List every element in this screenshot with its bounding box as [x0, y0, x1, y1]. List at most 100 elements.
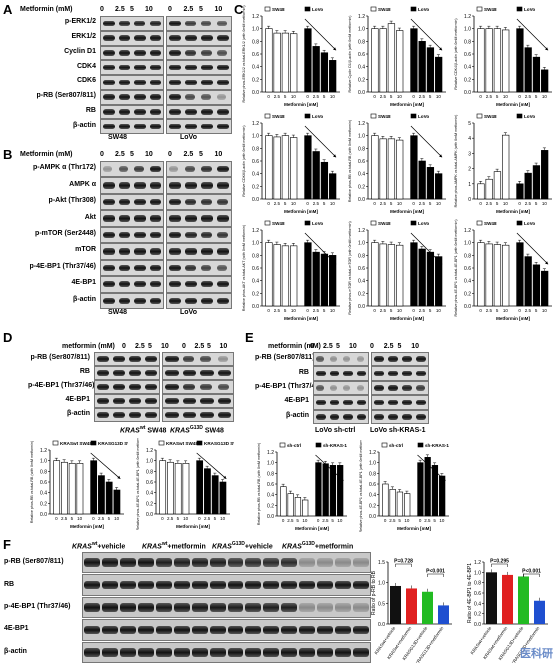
y-tick-label: 0.0 — [252, 304, 259, 310]
blot-band — [155, 603, 172, 612]
y-axis-title: Relative phos-mTOR vs total-mTOR (with 0… — [348, 221, 352, 314]
bar-chart: 0.0 0.2 0.4 0.6 0.8 1.0 1.2 Relative phos-4E-BP… — [454, 219, 552, 321]
bar — [304, 135, 312, 200]
legend-swatch — [410, 220, 417, 226]
blot-band — [155, 625, 172, 635]
blot-band — [201, 281, 213, 288]
blot-band — [134, 264, 146, 272]
legend-label: SW48 — [484, 7, 497, 12]
blot-band — [209, 648, 226, 657]
y-tick-label: 0.0 — [358, 90, 365, 96]
legend-swatch — [370, 6, 377, 12]
treatment-group-label: KRASwt+vehicle — [72, 541, 126, 551]
x-tick-label: 0 — [55, 516, 58, 521]
bar — [426, 167, 435, 200]
legend-swatch — [304, 6, 311, 12]
blot-band — [169, 297, 181, 304]
blot-band — [137, 558, 154, 567]
blot-band — [201, 20, 212, 27]
blot-strip — [313, 352, 369, 367]
blot-band — [134, 79, 146, 86]
blot-band — [149, 231, 161, 239]
blot-band — [169, 231, 181, 239]
arrow-head — [442, 477, 446, 481]
legend-label: LoVo — [418, 114, 429, 119]
legend-swatch — [52, 440, 59, 446]
bar-chart: 0.0 0.2 0.4 0.6 0.8 1.0 1.2 Relative CDK4/β-act… — [454, 6, 552, 107]
blot-strip — [166, 292, 232, 309]
y-tick-label: 1.0 — [252, 134, 259, 140]
x-tick-label: 0 — [306, 94, 309, 99]
dose-label: 5 — [199, 6, 203, 13]
bar — [304, 242, 312, 307]
y-tick-label: 0.4 — [40, 491, 47, 497]
blot-row-label: p-RB (Ser807/811) — [36, 92, 96, 100]
blot-band — [245, 648, 262, 657]
y-tick-label: 0.6 — [252, 52, 259, 58]
blot-band — [145, 384, 157, 390]
blot-band — [169, 215, 181, 222]
bar — [422, 591, 433, 624]
bar — [290, 33, 298, 93]
y-tick-label: 1.2 — [358, 121, 365, 127]
y-tick-label: 1.2 — [464, 14, 471, 20]
legend-label: SW48 — [272, 7, 285, 12]
x-tick-label: 2.5 — [204, 516, 211, 521]
blot-strip — [162, 408, 234, 422]
blot-row-label: AMPK α — [69, 180, 96, 188]
blot-band — [103, 94, 115, 100]
blot-band — [118, 20, 130, 27]
blot-band — [149, 109, 161, 115]
arrow-head — [545, 47, 549, 51]
blot-band — [169, 109, 181, 115]
panel-f-charts: 0.0 0.5 1.0 1.5 Ratio of p-RB to RB KRASwt+ve… — [370, 548, 558, 666]
legend-label: SW48 — [378, 221, 391, 226]
blot-band — [137, 603, 154, 612]
x-tick-label: 10 — [291, 201, 297, 206]
bar — [105, 481, 113, 515]
blot-band — [119, 625, 136, 635]
bar — [485, 28, 493, 93]
y-tick-label: 1.2 — [40, 448, 47, 454]
x-tick-label: 0 — [412, 94, 415, 99]
blot-strip — [82, 619, 371, 641]
legend-swatch — [264, 113, 271, 119]
blot-row-label: β-actin — [67, 410, 90, 417]
blot-band — [173, 580, 190, 590]
bar — [204, 468, 211, 515]
blot-band — [185, 198, 197, 206]
blot-strip — [100, 177, 164, 194]
x-tick-label: 2.5 — [167, 516, 174, 521]
blot-band — [374, 399, 384, 406]
blot-band — [374, 385, 384, 391]
legend-swatch — [196, 440, 203, 446]
blot-row-label: 4E-BP1 — [4, 625, 29, 633]
panel-a-cell-sw48: SW48 — [108, 134, 128, 141]
legend-swatch — [90, 440, 97, 446]
blot-band — [200, 384, 212, 390]
blot-band — [227, 580, 244, 590]
bar — [410, 135, 418, 200]
blot-band — [118, 215, 130, 222]
blot-band — [149, 20, 161, 27]
x-tick-label: 5 — [433, 518, 436, 523]
y-tick-label: 0.8 — [358, 39, 365, 45]
y-tick-label: 1.5 — [378, 560, 385, 566]
trend-arrow — [410, 18, 443, 51]
dose-label: 0 — [100, 6, 104, 13]
bar — [477, 242, 485, 307]
blot-strip — [166, 89, 232, 105]
x-tick-label: 10 — [397, 308, 403, 313]
blot-strip — [371, 352, 429, 367]
blot-strip — [371, 409, 429, 424]
y-tick-label: 1.2 — [252, 14, 259, 20]
bar — [396, 30, 404, 93]
x-tick-label: 2.5 — [380, 94, 387, 99]
blot-row-label: Cyclin D1 — [64, 47, 96, 55]
blot-band — [416, 370, 426, 377]
blot-band — [155, 558, 172, 567]
blot-band — [416, 414, 426, 420]
blot-band — [217, 109, 229, 115]
blot-band — [356, 385, 364, 391]
blot-band — [317, 558, 334, 567]
